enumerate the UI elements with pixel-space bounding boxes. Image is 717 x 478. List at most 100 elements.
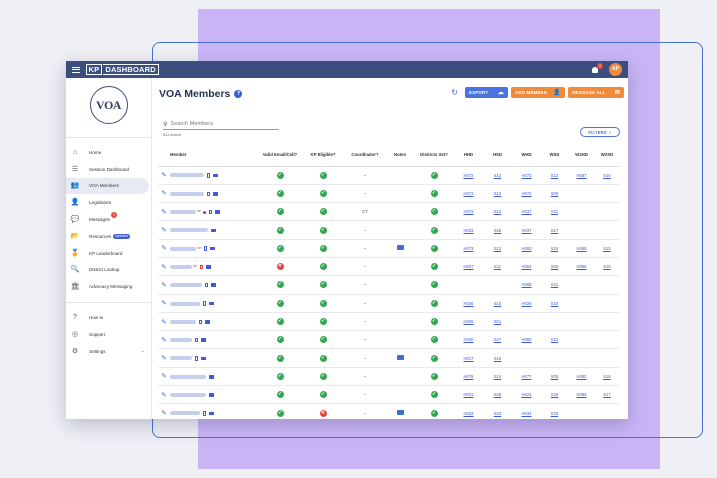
member-name-redacted[interactable] xyxy=(170,210,196,215)
district-link[interactable]: S05 xyxy=(550,264,559,270)
table-row[interactable]: ✎ ✓ ✓ – ✓ H068 S11 xyxy=(158,275,619,295)
table-row[interactable]: ✎ ✓ ✓ – ✓ H040 S27 H080 S12 xyxy=(158,330,619,350)
edit-icon[interactable]: ✎ xyxy=(161,318,167,326)
edit-icon[interactable]: ✎ xyxy=(161,373,167,381)
export-button[interactable]: EXPORT ☁ xyxy=(465,87,508,98)
sidebar-item-settings[interactable]: ⚙ Settings ⌄ xyxy=(66,343,151,360)
district-link[interactable]: S25 xyxy=(493,227,502,233)
sidebar-item-kp-leaderboard[interactable]: 🏅 KP Leaderboard xyxy=(66,245,151,262)
district-link[interactable]: S12 xyxy=(550,337,559,343)
member-name-redacted[interactable] xyxy=(170,301,200,306)
district-link[interactable]: H057 xyxy=(576,172,587,178)
table-row[interactable]: ✎ ✓ ✓ – ✓ H017 S15 xyxy=(158,348,619,368)
district-link[interactable]: S26 xyxy=(550,392,559,398)
edit-icon[interactable]: ✎ xyxy=(161,281,167,289)
district-link[interactable]: H072 xyxy=(463,190,474,196)
district-link[interactable]: S12 xyxy=(493,245,502,251)
help-icon[interactable]: ? xyxy=(234,90,243,98)
sidebar-item-district-lookup[interactable]: 🔍 District Lookup xyxy=(66,262,151,279)
district-link[interactable]: H033 xyxy=(463,227,474,233)
district-link[interactable]: H080 xyxy=(576,373,587,379)
district-link[interactable]: S17 xyxy=(603,392,611,398)
district-link[interactable]: H073 xyxy=(463,245,474,251)
district-link[interactable]: S18 xyxy=(603,373,611,379)
sidebar-item-support[interactable]: ◎ Support xyxy=(66,326,151,343)
table-row[interactable]: ✎ ✓ ✓ – ✓ H036 S01 xyxy=(158,312,619,332)
table-row[interactable]: ✎ KP ✓ ✓ – ✓ H073 S12 H063 S15 H068 S15 xyxy=(158,239,619,258)
member-name-redacted[interactable] xyxy=(170,356,192,361)
edit-icon[interactable]: ✎ xyxy=(161,300,167,308)
district-link[interactable]: S27 xyxy=(493,337,502,343)
district-link[interactable]: S11 xyxy=(493,264,502,270)
district-link[interactable]: H068 xyxy=(576,264,587,270)
district-link[interactable]: S12 xyxy=(493,172,502,178)
search-input[interactable] xyxy=(170,121,271,127)
sidebar-item-session-dashboard[interactable]: ☰ Session Dashboard xyxy=(66,161,151,178)
filters-button[interactable]: FILTERS ≡ xyxy=(580,127,620,137)
district-link[interactable]: H078 xyxy=(463,373,474,379)
member-name-redacted[interactable] xyxy=(170,191,204,196)
district-link[interactable]: S15 xyxy=(603,264,611,270)
edit-icon[interactable]: ✎ xyxy=(161,227,167,235)
district-link[interactable]: H068 xyxy=(521,282,532,288)
district-link[interactable]: S10 xyxy=(603,172,611,178)
table-row[interactable]: ✎ ✓ ✓ – ✓ H033 S25 H037 S17 xyxy=(158,220,619,240)
chevron-down-icon[interactable]: ⌄ xyxy=(140,348,145,355)
edit-icon[interactable]: ✎ xyxy=(161,190,167,198)
district-link[interactable]: S12 xyxy=(493,209,502,215)
member-name-redacted[interactable] xyxy=(170,228,208,233)
district-link[interactable]: S15 xyxy=(493,355,502,361)
district-link[interactable]: H037 xyxy=(521,209,532,215)
sidebar-item-messages[interactable]: 💬 Messages 1 xyxy=(66,211,151,228)
edit-icon[interactable]: ✎ xyxy=(161,391,167,399)
district-link[interactable]: S33 xyxy=(493,410,502,416)
table-row[interactable]: ✎ ✓ ✓ – ✓ H078 S14 H077 S05 H080 S18 xyxy=(158,367,619,387)
sidebar-item-home[interactable]: ⌂ Home xyxy=(66,144,151,161)
member-name-redacted[interactable] xyxy=(170,173,204,178)
district-link[interactable]: H017 xyxy=(463,355,474,361)
district-link[interactable]: S01 xyxy=(493,319,502,325)
district-link[interactable]: S12 xyxy=(550,172,559,178)
district-link[interactable]: S15 xyxy=(550,245,559,251)
member-name-redacted[interactable] xyxy=(170,264,192,269)
district-link[interactable]: S11 xyxy=(550,209,559,215)
edit-icon[interactable]: ✎ xyxy=(161,208,167,216)
district-link[interactable]: S17 xyxy=(550,227,559,233)
notes-icon[interactable] xyxy=(396,245,404,251)
district-link[interactable]: S14 xyxy=(493,373,502,379)
district-link[interactable]: H040 xyxy=(463,337,474,343)
menu-icon[interactable] xyxy=(72,66,80,73)
member-name-redacted[interactable] xyxy=(170,393,206,398)
district-link[interactable]: S05 xyxy=(550,190,559,196)
district-link[interactable]: S15 xyxy=(493,300,502,306)
bell-icon[interactable]: 1 xyxy=(591,62,603,74)
edit-icon[interactable]: ✎ xyxy=(161,172,167,180)
district-link[interactable]: H063 xyxy=(521,245,532,251)
district-link[interactable]: S25 xyxy=(493,392,502,398)
member-name-redacted[interactable] xyxy=(170,283,202,288)
district-link[interactable]: H021 xyxy=(521,392,532,398)
district-link[interactable]: H089 xyxy=(576,392,587,398)
add-member-button[interactable]: ADD MEMBER 👤 xyxy=(511,87,565,98)
sidebar-item-how-to[interactable]: ? How to xyxy=(66,309,151,326)
district-link[interactable]: H026 xyxy=(521,300,532,306)
member-name-redacted[interactable] xyxy=(170,411,200,416)
notes-icon[interactable] xyxy=(396,410,404,415)
edit-icon[interactable]: ✎ xyxy=(161,355,167,363)
sidebar-item-resources[interactable]: 📂 Resources Updated xyxy=(66,228,151,245)
district-link[interactable]: S05 xyxy=(550,373,559,379)
app-logo[interactable]: KP DASHBOARD xyxy=(86,64,159,75)
district-link[interactable]: H073 xyxy=(521,172,532,178)
sidebar-item-advocacy-messaging[interactable]: 🏛 Advocacy Messaging xyxy=(66,278,151,295)
district-link[interactable]: H037 xyxy=(463,264,474,270)
edit-icon[interactable]: ✎ xyxy=(161,263,167,271)
table-row[interactable]: ✎ ✓ ✕ – ✓ H033 S33 H033 S33 xyxy=(158,403,619,419)
district-link[interactable]: H031 xyxy=(463,392,474,398)
edit-icon[interactable]: ✎ xyxy=(161,336,167,344)
message-all-button[interactable]: MESSAGE ALL ✉ xyxy=(568,87,624,98)
district-link[interactable]: S15 xyxy=(603,245,611,251)
member-name-redacted[interactable] xyxy=(170,374,206,379)
member-name-redacted[interactable] xyxy=(170,338,192,343)
edit-icon[interactable]: ✎ xyxy=(161,245,167,253)
member-name-redacted[interactable] xyxy=(170,319,196,324)
